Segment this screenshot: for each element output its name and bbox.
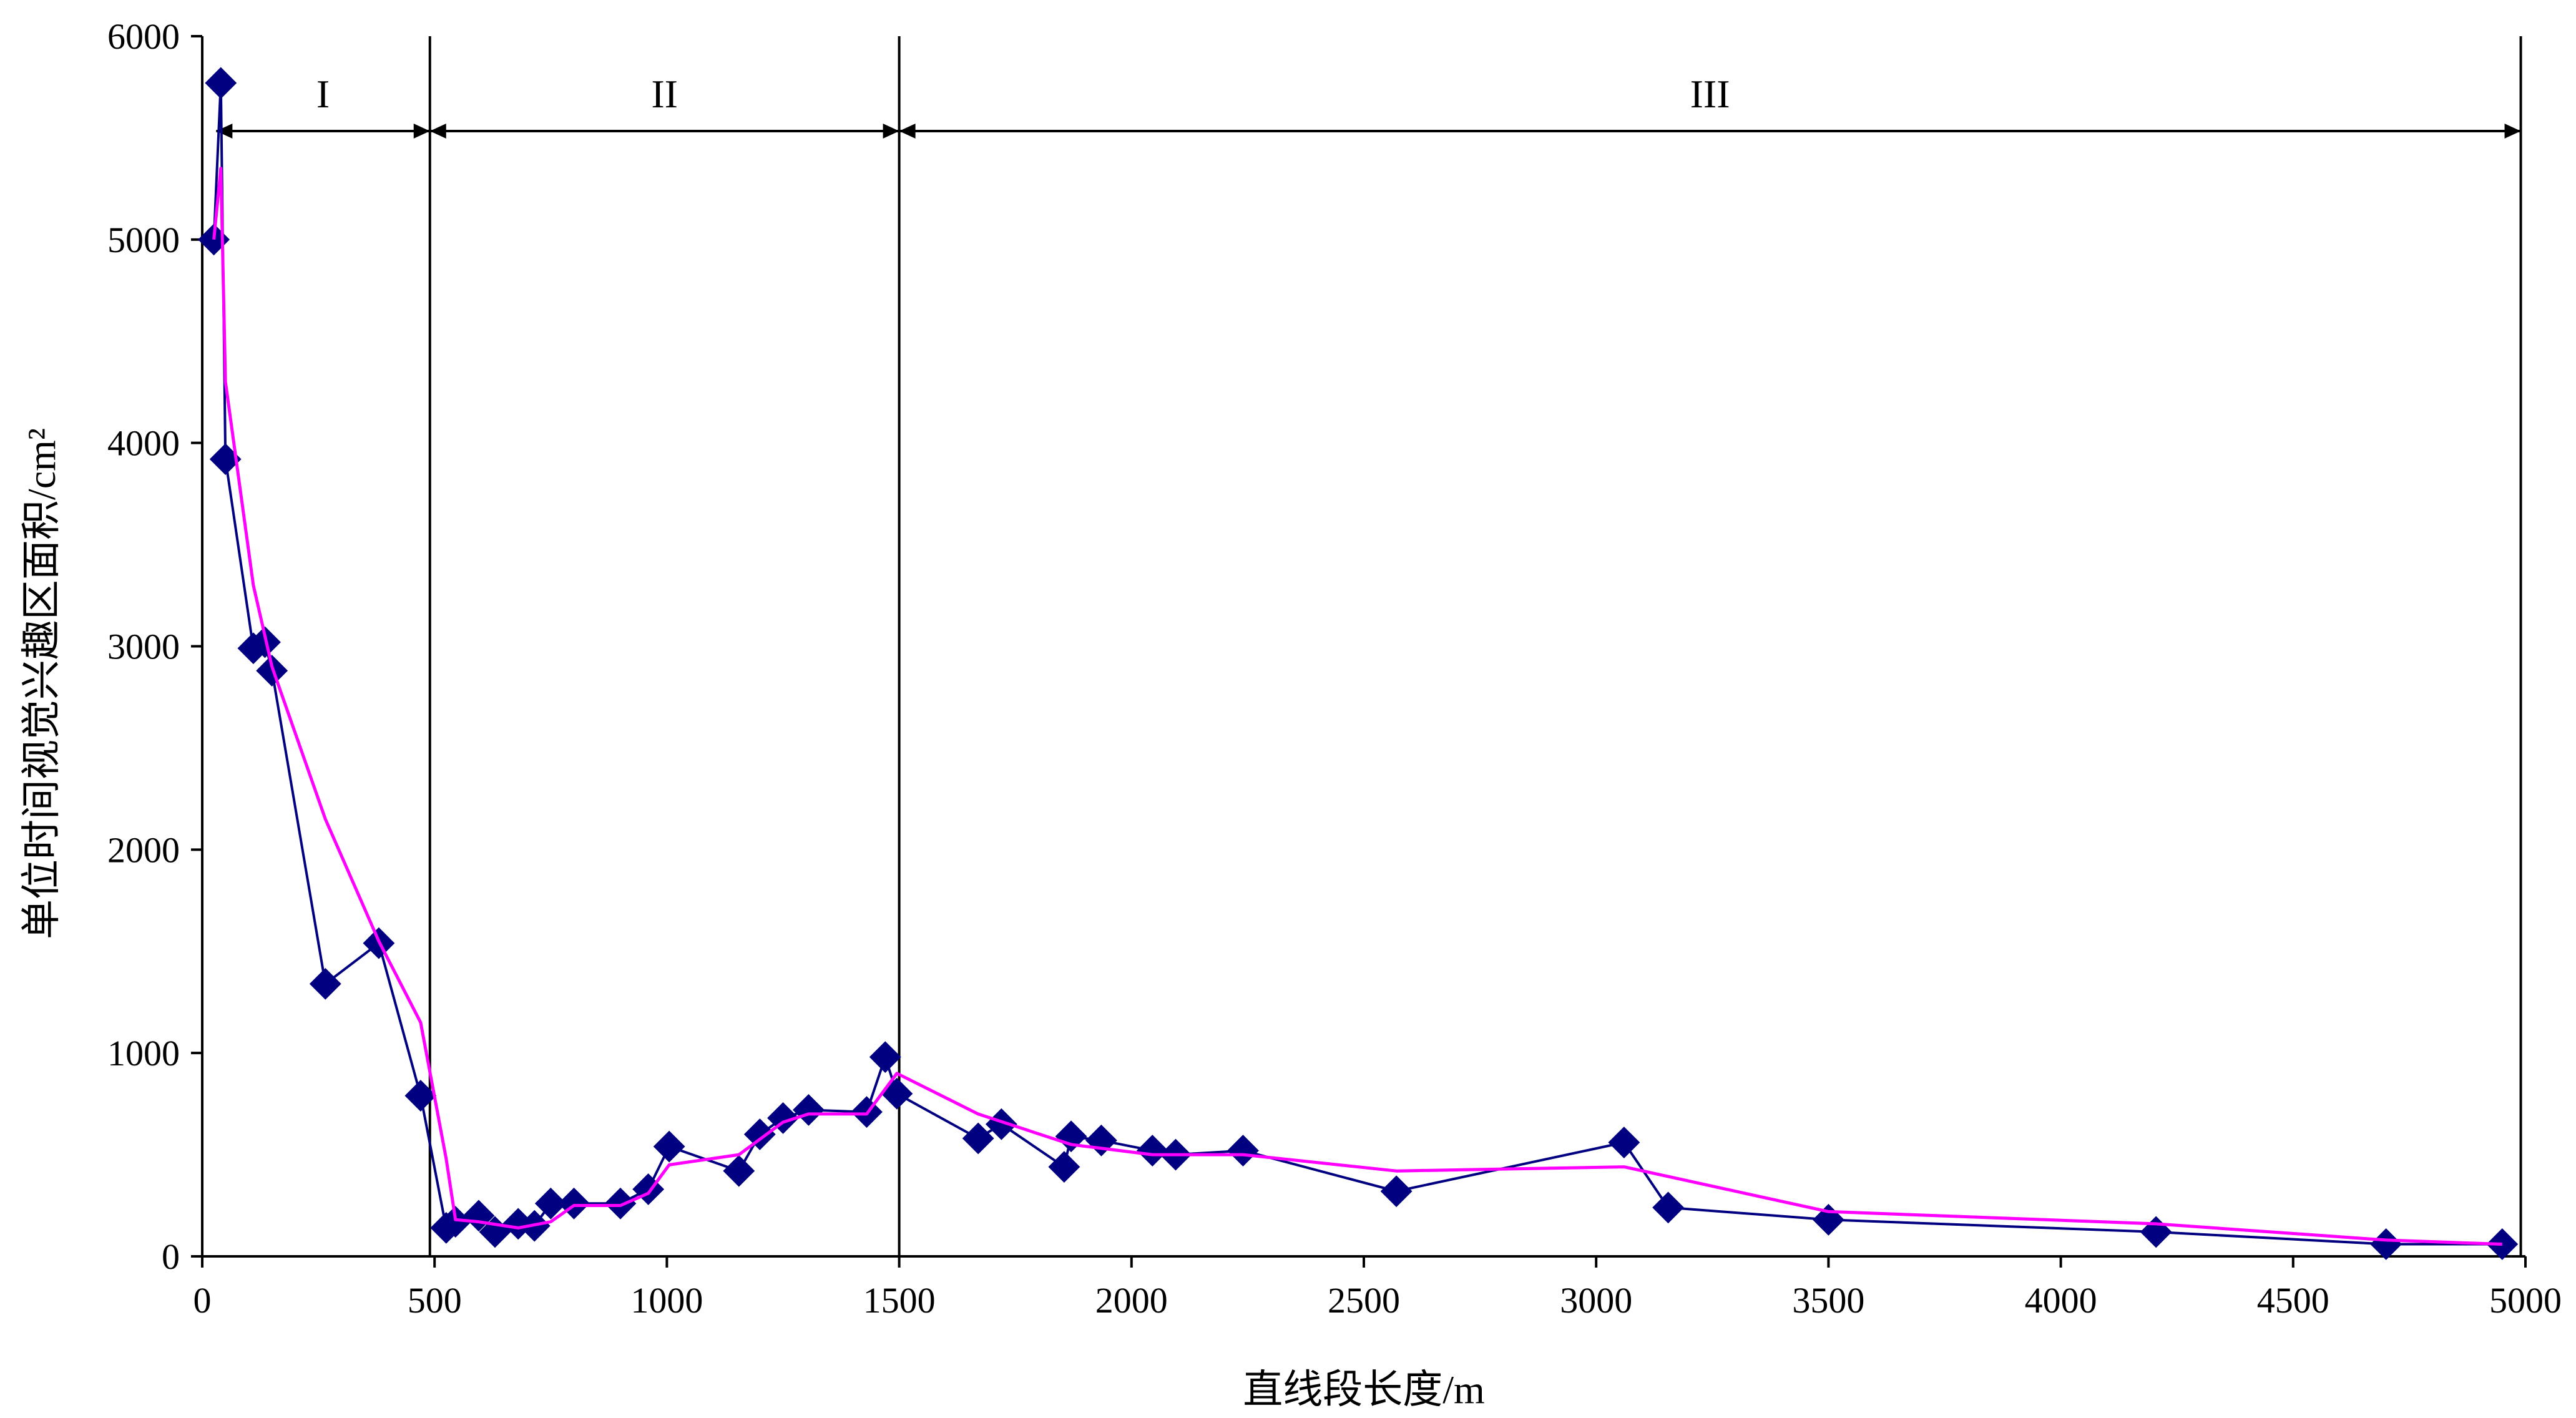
region-label: III bbox=[1690, 72, 1730, 116]
region-arrowhead-right bbox=[883, 124, 899, 139]
series-line-2 bbox=[212, 167, 2502, 1246]
axes: 0 1000 2000 3000 4000 5000 6000 0 500 1000 1500 200… bbox=[107, 16, 2562, 1321]
data-point bbox=[869, 1041, 901, 1073]
x-tick-label: 3500 bbox=[1792, 1280, 1864, 1321]
region-arrowhead-left bbox=[899, 124, 916, 139]
y-tick-label: 3000 bbox=[107, 627, 180, 667]
series-line-1 bbox=[212, 81, 2502, 1246]
region-label: II bbox=[651, 72, 678, 116]
data-point bbox=[767, 1102, 799, 1134]
x-axis-title: 直线段长度/m bbox=[1243, 1367, 1485, 1412]
region-arrowhead-right bbox=[413, 124, 430, 139]
data-point bbox=[743, 1118, 776, 1150]
data-point bbox=[723, 1155, 755, 1187]
region-arrowhead-left bbox=[216, 124, 233, 139]
x-tick-label: 1000 bbox=[630, 1280, 703, 1321]
x-tick-label: 2500 bbox=[1328, 1280, 1400, 1321]
data-point bbox=[1055, 1120, 1087, 1153]
x-tick-label: 500 bbox=[408, 1280, 462, 1321]
data-point bbox=[309, 967, 341, 1000]
data-point bbox=[2140, 1216, 2172, 1248]
y-tick-label: 0 bbox=[162, 1236, 180, 1277]
data-point bbox=[534, 1187, 567, 1220]
x-tick-label: 1500 bbox=[863, 1280, 936, 1321]
data-point bbox=[1136, 1135, 1168, 1166]
y-tick-label: 1000 bbox=[107, 1033, 180, 1073]
data-point bbox=[1608, 1127, 1640, 1158]
y-tick-label: 6000 bbox=[107, 16, 180, 57]
region-label: I bbox=[316, 72, 330, 116]
region-arrowhead-right bbox=[2504, 124, 2521, 139]
x-tick-label: 3000 bbox=[1560, 1280, 1632, 1321]
data-point bbox=[604, 1187, 637, 1220]
x-tick-label: 4000 bbox=[2025, 1280, 2097, 1321]
data-point bbox=[881, 1077, 913, 1110]
data-point bbox=[653, 1130, 685, 1163]
y-tick-label: 5000 bbox=[107, 220, 180, 260]
y-tick-label: 2000 bbox=[107, 829, 180, 870]
y-tick-label: 4000 bbox=[107, 423, 180, 464]
data-point bbox=[2370, 1228, 2402, 1260]
data-point bbox=[1652, 1191, 1684, 1224]
data-point bbox=[404, 1080, 437, 1112]
data-point bbox=[1227, 1135, 1259, 1166]
data-point bbox=[1048, 1151, 1080, 1183]
region-markers: I II III bbox=[216, 36, 2522, 1256]
data-point bbox=[793, 1093, 825, 1126]
data-point bbox=[1380, 1175, 1413, 1208]
x-tick-label: 5000 bbox=[2489, 1280, 2562, 1321]
x-tick-label: 0 bbox=[193, 1280, 212, 1321]
data-point bbox=[962, 1122, 994, 1155]
y-axis-title: 单位时间视觉兴趣区面积/cm² bbox=[19, 428, 64, 939]
x-tick-label: 2000 bbox=[1095, 1280, 1168, 1321]
x-tick-label: 4500 bbox=[2257, 1280, 2329, 1321]
region-arrowhead-left bbox=[429, 124, 446, 139]
data-series bbox=[198, 67, 2519, 1260]
data-point bbox=[205, 67, 237, 99]
